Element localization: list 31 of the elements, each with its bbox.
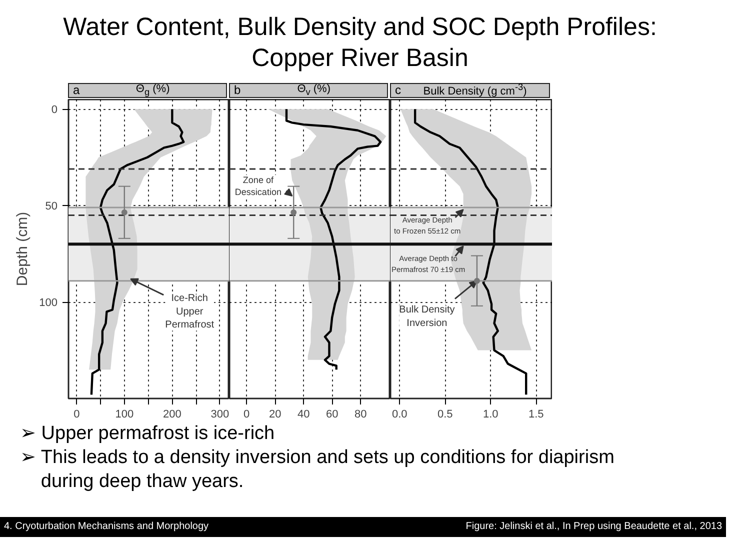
x-axis-title: Bulk Density (g cm$^{-3}$): [422, 80, 528, 100]
chart-title: c: [394, 82, 401, 99]
text: ➢ Upper permafrost is ice-rich: [20, 422, 276, 446]
y-tick-label: 0: [51, 104, 58, 116]
x-tick-label: 300: [210, 408, 230, 420]
x-tick-label: 0.0: [392, 408, 408, 420]
x-tick-label: 100: [115, 408, 134, 420]
annotation: Ice-Rich Upper Permafrost: [165, 293, 214, 331]
text: ➢ This leads to a density inversion and sets up conditions for diapirism during deep thaw years.: [20, 446, 616, 494]
chart-title: a: [72, 82, 80, 99]
y-axis-title: Depth (cm): [14, 212, 32, 286]
text: 4. Cryoturbation Mechanisms and Morphology: [4, 520, 209, 534]
y-tick-label: 50: [45, 200, 58, 213]
annotation: Zone of Dessication: [234, 174, 282, 197]
text: Figure: Jelinski et al., In Prep using Beaudette et al., 2013: [466, 520, 722, 534]
y-tick-label: 100: [39, 297, 58, 310]
x-tick-label: 0.5: [437, 408, 453, 420]
chart-title: b: [233, 82, 241, 99]
x-tick-label: 0: [244, 408, 250, 420]
x-tick-label: 1.5: [528, 408, 544, 420]
x-axis-title: Θ$_{v}$ (%): [296, 82, 332, 100]
x-tick-label: 200: [162, 408, 182, 420]
x-tick-label: 60: [326, 408, 338, 420]
x-tick-label: 1.0: [482, 408, 498, 420]
x-axis-title: Θ$_{g}$ (%): [134, 82, 171, 100]
x-tick-label: 0: [74, 408, 80, 420]
x-tick-label: 20: [268, 408, 282, 420]
annotation: Bulk Density Inversion: [399, 304, 455, 329]
text: Water Content, Bulk Density and SOC Depth Profiles: Copper River Basin: [62, 12, 658, 74]
x-tick-label: 80: [354, 408, 367, 420]
x-tick-label: 40: [297, 408, 310, 420]
